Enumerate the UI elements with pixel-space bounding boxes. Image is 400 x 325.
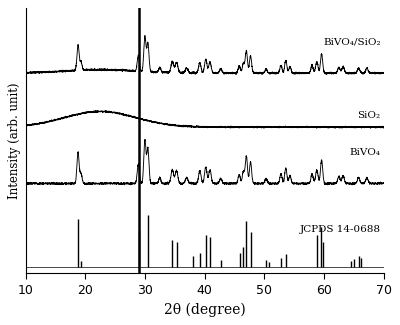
Text: BiVO₄/SiO₂: BiVO₄/SiO₂ [323,37,381,46]
Text: BiVO₄: BiVO₄ [350,148,381,157]
Text: SiO₂: SiO₂ [358,111,381,120]
Text: JCPDS 14-0688: JCPDS 14-0688 [300,225,381,234]
Y-axis label: Intensity (arb. unit): Intensity (arb. unit) [8,83,21,199]
X-axis label: 2θ (degree): 2θ (degree) [164,302,246,317]
